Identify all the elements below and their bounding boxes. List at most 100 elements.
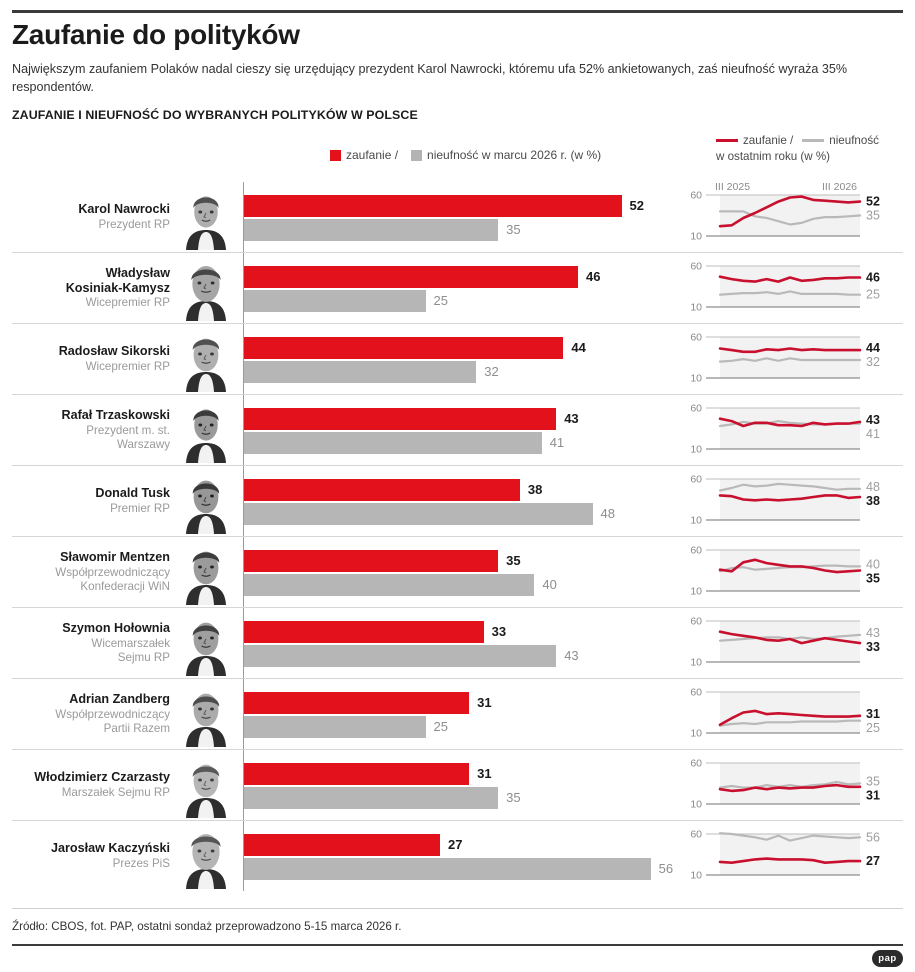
trust-bar — [244, 621, 484, 643]
svg-text:31: 31 — [866, 789, 880, 803]
table-row: Adrian Zandberg Współprzewodniczący Partii… — [12, 678, 903, 749]
trust-value: 52 — [629, 198, 644, 213]
distrust-value: 56 — [658, 861, 674, 876]
trust-value: 44 — [571, 340, 586, 355]
sparkline-chart: 60 10 31 25 — [690, 683, 903, 745]
spark-legend-distrust-label: nieufność — [829, 134, 879, 147]
svg-text:25: 25 — [866, 288, 880, 302]
trust-bar — [244, 266, 578, 288]
bar-baseline — [243, 750, 244, 820]
politician-label: Adrian Zandberg Współprzewodniczący Partii… — [12, 679, 170, 749]
distrust-bar — [244, 858, 651, 880]
svg-text:35: 35 — [866, 775, 880, 789]
svg-text:25: 25 — [866, 721, 880, 735]
politician-name: Karol Nawrocki — [78, 202, 170, 217]
bar-baseline — [243, 466, 244, 536]
politician-name: Radosław Sikorski — [58, 344, 170, 359]
svg-text:60: 60 — [690, 474, 702, 486]
distrust-value: 41 — [549, 435, 565, 450]
bar-legend-trust-label: zaufanie / — [346, 148, 399, 162]
trust-bar — [244, 337, 564, 359]
trust-bar — [244, 692, 470, 714]
avatar — [178, 399, 234, 463]
politician-role: Warszawy — [116, 438, 170, 452]
politician-role: Partii Razem — [103, 722, 170, 736]
avatar — [178, 186, 234, 250]
trust-bar — [244, 479, 520, 501]
chart-subheading: ZAUFANIE I NIEUFNOŚĆ DO WYBRANYCH POLITY… — [12, 108, 418, 122]
politician-label: Rafał Trzaskowski Prezydent m. st. Warszaw… — [12, 395, 171, 465]
distrust-bar — [244, 361, 477, 383]
avatar — [178, 470, 234, 534]
svg-text:38: 38 — [866, 494, 880, 508]
politician-label: Karol Nawrocki Prezydent RP — [12, 182, 170, 252]
avatar — [178, 541, 234, 605]
bar-baseline — [243, 608, 244, 678]
avatar — [178, 754, 234, 818]
top-divider — [12, 10, 903, 13]
table-row: Włodzimierz Czarzasty Marszałek Sejmu RP … — [12, 749, 903, 820]
svg-text:33: 33 — [866, 640, 880, 654]
politician-role: Marszałek Sejmu RP — [61, 785, 170, 799]
trust-bar — [244, 195, 622, 217]
sparkline-chart: 60 10 31 35 — [690, 754, 903, 816]
svg-text:60: 60 — [690, 332, 702, 344]
svg-text:10: 10 — [690, 870, 702, 882]
politician-role: Sejmu RP — [117, 651, 170, 665]
bar-baseline — [243, 821, 244, 891]
trust-value: 46 — [586, 269, 601, 284]
sparkline-chart: 60 10 35 40 — [690, 541, 903, 603]
spark-axis-start-label: III 2025 — [715, 181, 751, 193]
trust-value: 27 — [448, 837, 463, 852]
politician-label: Jarosław Kaczyński Prezes PiS — [12, 821, 170, 891]
svg-text:10: 10 — [690, 728, 702, 740]
distrust-bar — [244, 716, 426, 738]
svg-text:52: 52 — [866, 195, 880, 209]
svg-text:10: 10 — [690, 302, 702, 314]
bar-baseline — [243, 253, 244, 323]
svg-text:60: 60 — [690, 616, 702, 628]
distrust-bar — [244, 574, 535, 596]
bar-legend: zaufanie / nieufność w marcu 2026 r. (w … — [330, 148, 601, 162]
svg-text:60: 60 — [690, 403, 702, 415]
distrust-value: 25 — [433, 293, 448, 308]
svg-text:41: 41 — [866, 427, 880, 441]
bar-baseline — [243, 324, 244, 394]
politician-label: Władysław Kosiniak-Kamysz Wicepremier RP — [12, 253, 170, 323]
politician-role: Konfederacji WiN — [80, 580, 170, 594]
spark-distrust-line-icon — [802, 139, 825, 143]
politician-label: Szymon Hołownia Wicemarszałek Sejmu RP — [12, 608, 170, 678]
svg-text:48: 48 — [866, 480, 880, 494]
trust-value: 43 — [564, 411, 579, 426]
avatar — [178, 825, 234, 889]
sparkline-legend: zaufanie / nieufność w ostatnim roku (w … — [716, 133, 906, 164]
svg-text:10: 10 — [690, 231, 702, 243]
distrust-bar — [244, 219, 499, 241]
svg-text:10: 10 — [690, 799, 702, 811]
politician-name: Sławomir Mentzen — [60, 549, 170, 564]
sparkline-chart: 60 10 38 48 — [690, 470, 903, 532]
bar-baseline — [243, 182, 244, 252]
trust-value: 35 — [506, 553, 521, 568]
politician-rows: Karol Nawrocki Prezydent RP 52 35 60 10 — [12, 182, 903, 891]
svg-text:60: 60 — [690, 687, 702, 699]
politician-role: Wicemarszałek — [91, 636, 170, 650]
distrust-value: 35 — [506, 222, 521, 237]
trust-bar — [244, 834, 440, 856]
distrust-value: 48 — [600, 506, 615, 521]
avatar — [178, 328, 234, 392]
distrust-value: 43 — [564, 648, 579, 663]
table-row: Władysław Kosiniak-Kamysz Wicepremier RP 4… — [12, 252, 903, 323]
avatar — [178, 257, 234, 321]
politician-name: Rafał Trzaskowski — [61, 407, 171, 422]
politician-role: Wicepremier RP — [85, 296, 170, 310]
trust-value: 33 — [491, 624, 507, 639]
svg-text:10: 10 — [690, 373, 702, 385]
svg-text:43: 43 — [866, 626, 880, 640]
politician-role: Wicepremier RP — [85, 359, 170, 373]
politician-role: Współprzewodniczący — [55, 707, 170, 721]
footer-divider-top — [12, 908, 903, 909]
table-row: Rafał Trzaskowski Prezydent m. st. Warszaw… — [12, 394, 903, 465]
pap-logo: pap — [872, 950, 903, 967]
